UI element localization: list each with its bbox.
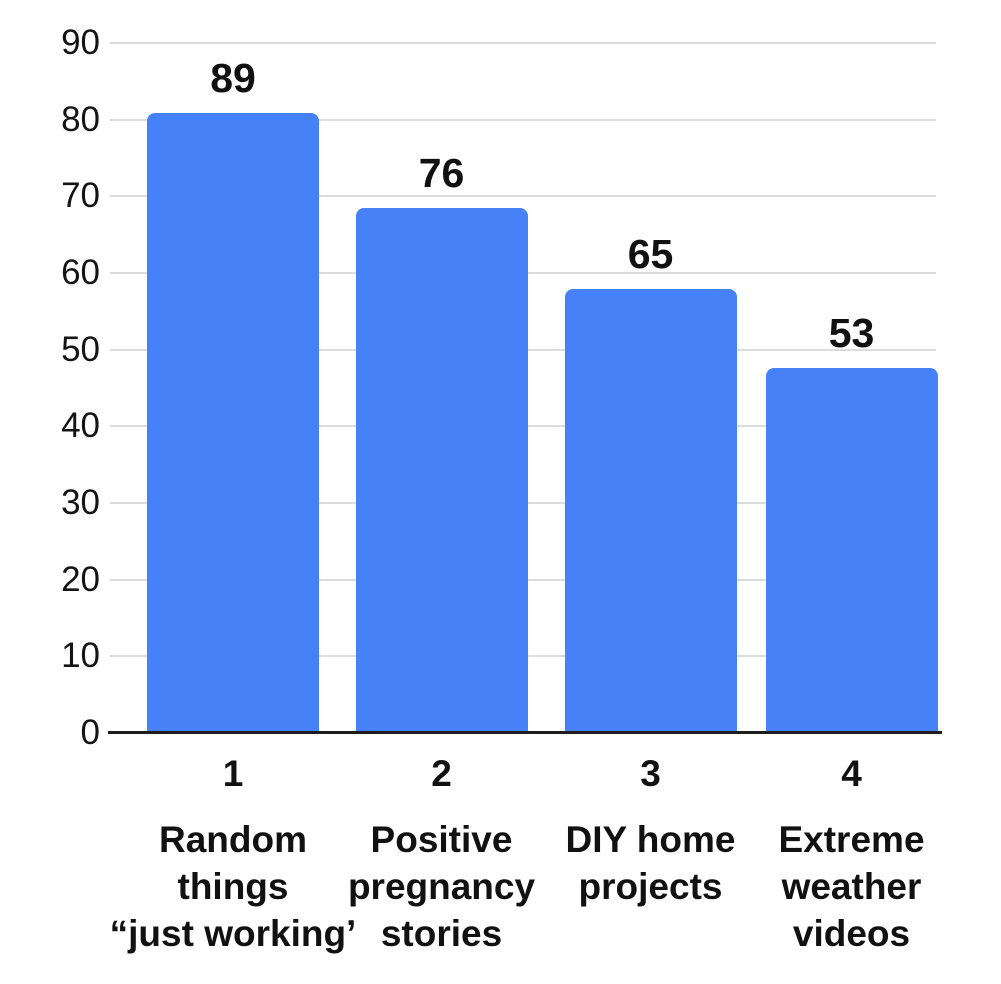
category-line: DIY home xyxy=(565,819,736,860)
y-axis-tick-label: 50 xyxy=(61,329,100,369)
bar xyxy=(765,368,938,733)
y-axis-tick-label: 30 xyxy=(61,483,100,522)
y-axis-gridline xyxy=(110,195,936,198)
bar xyxy=(355,207,528,733)
category-line: pregnancy xyxy=(347,866,536,907)
x-axis-line xyxy=(108,731,942,734)
y-axis-tick-label: 60 xyxy=(61,253,100,292)
bar xyxy=(147,112,319,733)
category-label: 2 Positive pregnancy stories xyxy=(348,750,535,957)
category-label: 4 Extreme weather videos xyxy=(778,750,924,957)
y-axis-tick-label: 70 xyxy=(61,176,100,216)
bar xyxy=(564,289,737,733)
y-axis-gridline xyxy=(110,42,936,44)
bar-value-label: 65 xyxy=(627,231,674,278)
bar-value-label: 89 xyxy=(210,54,256,101)
y-axis-tick-label: 90 xyxy=(61,23,100,62)
category-line: Extreme xyxy=(778,819,925,860)
y-axis-tick-label: 20 xyxy=(61,559,100,599)
y-axis-tick-label: 0 xyxy=(80,713,100,752)
y-axis-tick-label: 40 xyxy=(61,406,100,446)
category-line: things xyxy=(177,866,289,907)
bar-value-label: 53 xyxy=(828,310,875,357)
category-rank: 3 xyxy=(640,753,661,794)
category-rank: 2 xyxy=(431,753,452,794)
category-line: projects xyxy=(578,866,723,907)
category-rank: 4 xyxy=(841,753,862,794)
category-line: videos xyxy=(792,913,911,954)
category-line: Positive xyxy=(370,819,513,860)
category-label: 3 DIY home projects xyxy=(566,750,736,910)
category-line: Random xyxy=(159,819,307,860)
category-line: stories xyxy=(380,913,503,954)
bar-value-label: 76 xyxy=(418,149,465,196)
y-axis-gridline xyxy=(110,118,936,121)
category-label: 1 Random things “just working’ xyxy=(110,750,357,957)
category-line: “just working’ xyxy=(109,913,357,954)
y-axis-tick-label: 80 xyxy=(61,99,100,139)
category-rank: 1 xyxy=(222,753,244,794)
category-line: weather xyxy=(781,866,922,907)
y-axis-tick-label: 10 xyxy=(61,636,100,676)
